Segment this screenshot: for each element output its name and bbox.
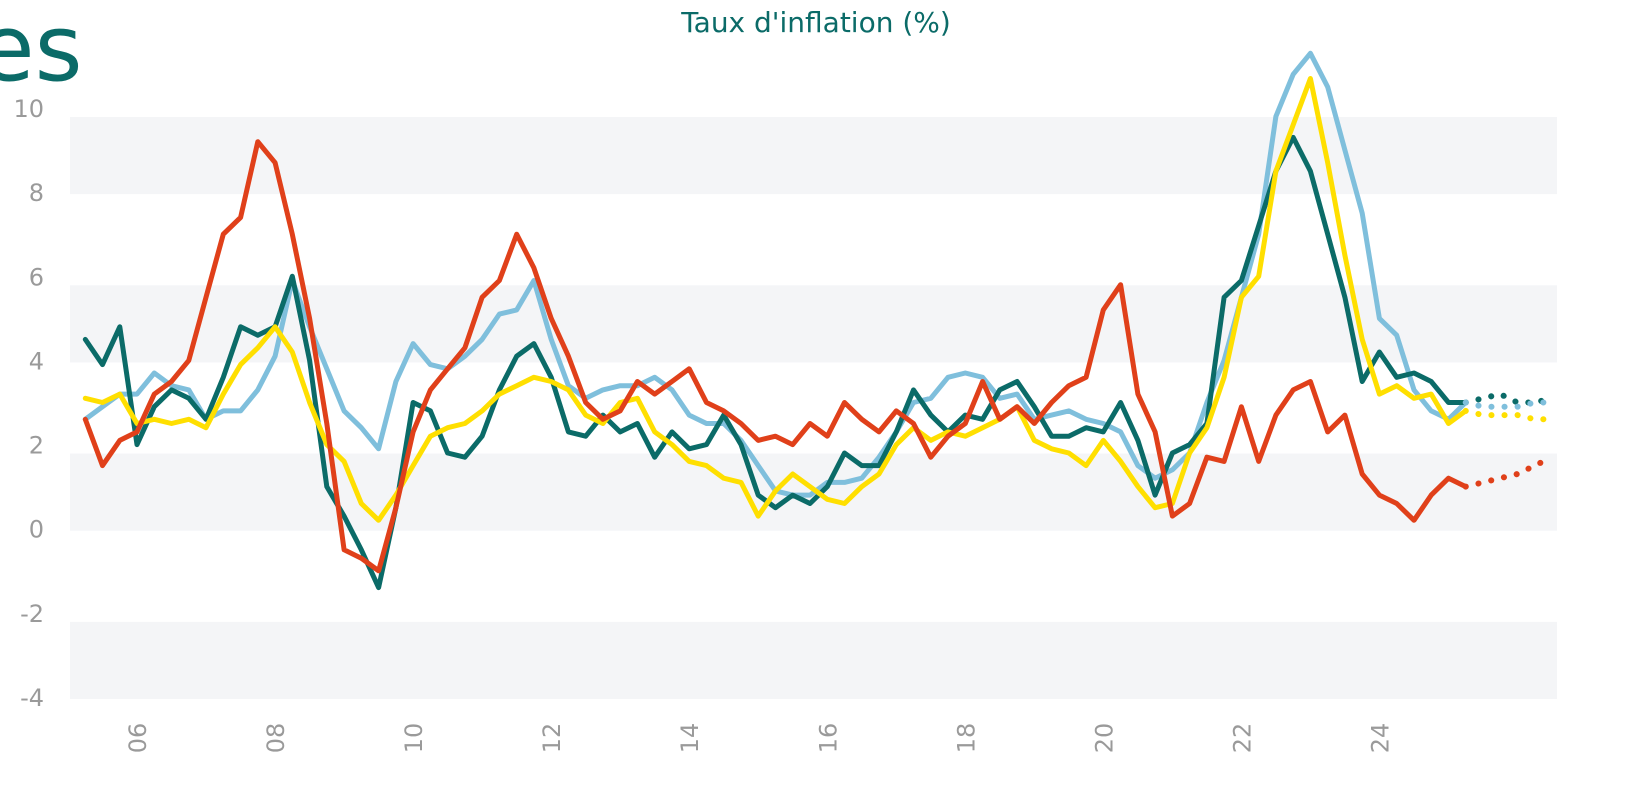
chart-title: Taux d'inflation (%): [680, 6, 951, 39]
series-line: [1462, 399, 1555, 410]
x-tick-label: 24: [1366, 723, 1394, 754]
grid-band: [70, 621, 1557, 699]
x-tick-label: 12: [538, 723, 566, 754]
y-tick-label: 10: [13, 95, 44, 123]
series-line: [1462, 407, 1555, 423]
x-tick-label: 08: [262, 723, 290, 754]
grid-band: [70, 117, 1557, 195]
y-tick-label: 4: [29, 347, 44, 375]
series-line: [1462, 391, 1555, 406]
series-line: [1462, 454, 1555, 490]
y-tick-label: -4: [20, 684, 44, 712]
series-line: [82, 139, 1469, 574]
x-tick-label: 10: [400, 723, 428, 754]
x-tick-label: 20: [1090, 723, 1118, 754]
y-tick-label: 6: [29, 263, 44, 291]
x-tick-label: 18: [952, 723, 980, 754]
series-line: [82, 76, 1469, 523]
x-tick-label: 16: [814, 723, 842, 754]
x-tick-label: 06: [124, 723, 152, 754]
page-heading: es: [0, 0, 83, 102]
y-tick-label: -2: [20, 600, 44, 628]
x-tick-label: 14: [676, 723, 704, 754]
y-tick-label: 2: [29, 432, 44, 460]
y-tick-label: 8: [29, 179, 44, 207]
x-tick-label: 22: [1228, 723, 1256, 754]
y-tick-label: 0: [29, 516, 44, 544]
series-line: [82, 134, 1469, 591]
